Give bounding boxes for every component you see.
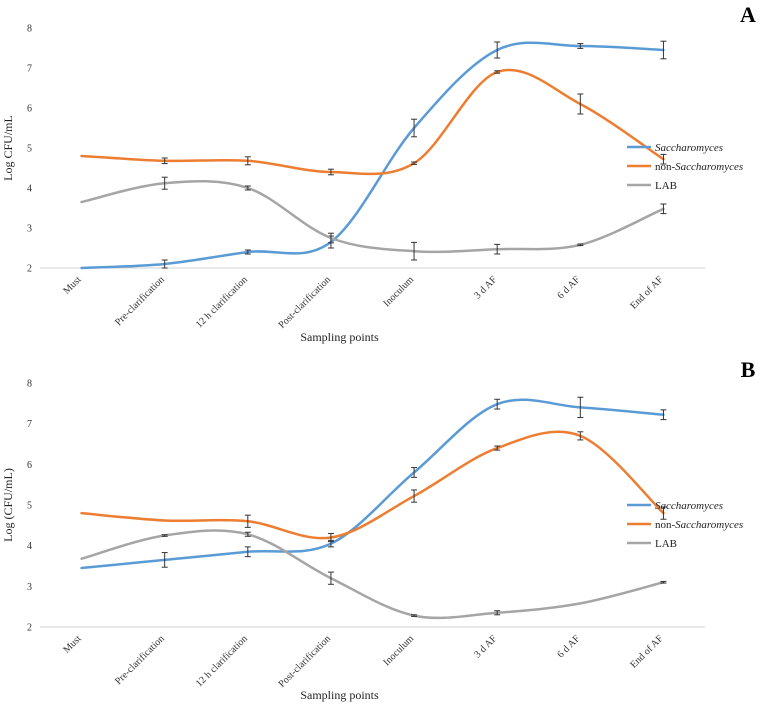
legend-label: Saccharomyces xyxy=(655,142,723,154)
y-tick-label: 8 xyxy=(27,379,32,390)
error-bar xyxy=(494,445,501,451)
error-bar xyxy=(577,431,584,441)
series-line-2 xyxy=(80,529,665,620)
x-axis-title: Sampling points xyxy=(300,330,379,344)
y-tick-label: 8 xyxy=(27,24,32,35)
legend-label: LAB xyxy=(655,180,677,192)
error-bar xyxy=(161,259,168,269)
x-tick-label: 12 h clarification xyxy=(194,633,250,689)
x-tick-label: Pre-clarification xyxy=(113,633,167,687)
legend-label: non-Saccharomyces xyxy=(655,161,743,173)
x-tick-label: Inoculum xyxy=(381,633,416,668)
y-tick-label: 6 xyxy=(27,460,32,471)
error-bar xyxy=(244,185,251,191)
error-bar xyxy=(161,176,168,190)
y-tick-label: 3 xyxy=(27,582,32,593)
error-bar xyxy=(161,157,168,165)
error-bar xyxy=(161,552,168,568)
x-tick-label: Must xyxy=(61,633,83,655)
x-tick-label: 6 d AF xyxy=(555,274,582,301)
legend-label: non-Saccharomyces xyxy=(655,519,743,531)
error-bar xyxy=(494,610,501,616)
x-tick-label: 6 d AF xyxy=(555,633,582,660)
x-tick-label: Inoculum xyxy=(381,274,416,309)
x-axis-title: Sampling points xyxy=(300,688,379,702)
series-line-1 xyxy=(80,68,665,176)
y-tick-label: 4 xyxy=(27,541,32,552)
x-tick-label: End of AF xyxy=(628,633,666,671)
x-tick-label: Post-clarification xyxy=(277,633,333,689)
error-bar xyxy=(244,156,251,166)
legend-label: LAB xyxy=(655,538,677,550)
error-bar xyxy=(411,489,418,503)
error-bar xyxy=(494,41,501,59)
error-bar xyxy=(494,398,501,410)
y-axis-title: Log CFU/mL xyxy=(1,115,15,181)
error-bar xyxy=(327,168,334,176)
x-tick-label: End of AF xyxy=(628,274,666,312)
y-tick-label: 3 xyxy=(27,224,32,235)
y-axis-title: Log (CFU/mL) xyxy=(1,468,15,542)
error-bar xyxy=(327,532,334,543)
legend-label: Saccharomyces xyxy=(655,500,723,512)
error-bar xyxy=(577,243,584,247)
x-tick-label: 3 d AF xyxy=(472,274,499,301)
error-bar xyxy=(660,203,667,215)
error-bar xyxy=(577,43,584,49)
panel-letter: B xyxy=(741,357,756,382)
error-bar xyxy=(494,70,501,74)
error-bar xyxy=(660,506,667,520)
y-tick-label: 4 xyxy=(27,184,32,195)
error-bar xyxy=(161,534,168,537)
error-bar xyxy=(660,409,667,421)
y-tick-label: 2 xyxy=(27,264,32,275)
panel-letter: A xyxy=(740,2,756,27)
error-bar xyxy=(411,161,418,165)
x-tick-label: 12 h clarification xyxy=(194,274,250,330)
y-tick-label: 2 xyxy=(27,623,32,634)
x-tick-label: Must xyxy=(61,274,83,296)
error-bar xyxy=(411,467,418,478)
x-tick-label: Post-clarification xyxy=(277,274,333,330)
series-line-2 xyxy=(80,180,665,254)
error-bar xyxy=(411,118,418,138)
series-line-0 xyxy=(80,41,665,270)
error-bar xyxy=(244,514,251,528)
error-bar xyxy=(660,580,667,584)
y-tick-label: 6 xyxy=(27,104,32,115)
error-bar xyxy=(244,546,251,558)
error-bar xyxy=(411,614,418,617)
error-bar xyxy=(244,249,251,255)
error-bar xyxy=(327,232,334,244)
error-bar xyxy=(577,396,584,419)
y-tick-label: 7 xyxy=(27,419,32,430)
error-bar xyxy=(660,40,667,60)
panel-b-chart: B 2 3 4 5 6 7 8 Must Pre-clarification 12 h clarif… xyxy=(1,357,756,702)
series-line-1 xyxy=(80,430,665,540)
error-bar xyxy=(494,243,501,255)
error-bar xyxy=(577,93,584,115)
y-tick-label: 5 xyxy=(27,501,32,512)
error-bar xyxy=(660,153,667,165)
y-tick-label: 7 xyxy=(27,64,32,75)
error-bar xyxy=(327,571,334,585)
panel-a-chart: A 2 3 4 5 6 7 8 Must Pre-clarification 12 h clarif… xyxy=(1,2,756,344)
y-tick-label: 5 xyxy=(27,144,32,155)
error-bar xyxy=(411,241,418,261)
x-tick-label: Pre-clarification xyxy=(113,274,167,328)
x-tick-label: 3 d AF xyxy=(472,633,499,660)
series-line-0 xyxy=(80,398,665,570)
error-bar xyxy=(244,531,251,537)
